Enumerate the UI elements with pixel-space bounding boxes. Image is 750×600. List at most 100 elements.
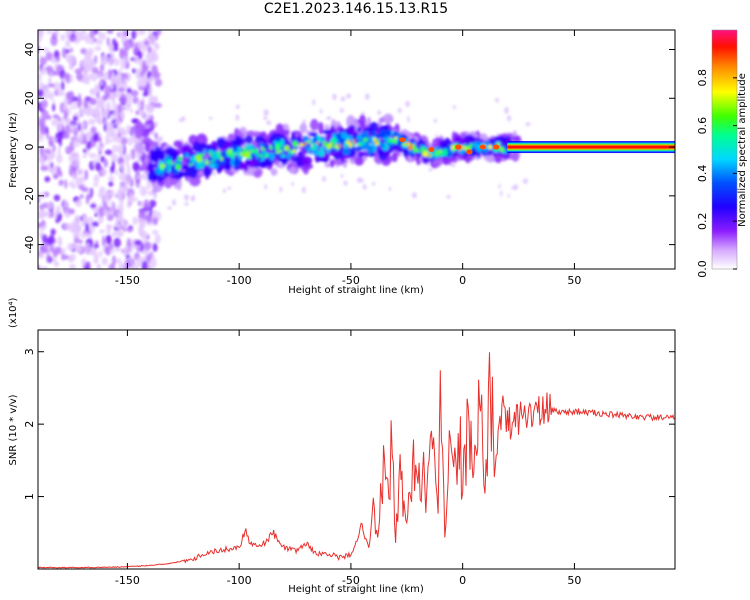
noise-blob bbox=[120, 112, 125, 120]
band-blob bbox=[402, 146, 410, 158]
band-blob bbox=[179, 170, 184, 178]
noise-blob bbox=[151, 257, 157, 269]
band-blob bbox=[329, 142, 332, 148]
x-tick-label: 50 bbox=[567, 274, 581, 287]
scatter-blob bbox=[506, 115, 512, 122]
noise-blob bbox=[86, 140, 92, 150]
noise-blob bbox=[106, 37, 110, 47]
noise-blob bbox=[49, 209, 55, 218]
noise-blob bbox=[104, 85, 111, 96]
noise-blob bbox=[145, 253, 152, 263]
noise-blob bbox=[101, 110, 109, 117]
noise-blob bbox=[110, 122, 114, 133]
noise-blob bbox=[52, 255, 57, 264]
band-blob bbox=[195, 154, 201, 161]
band-blob bbox=[233, 158, 241, 167]
noise-blob bbox=[64, 179, 68, 189]
scatter-blob bbox=[154, 121, 158, 128]
scatter-blob bbox=[361, 111, 365, 115]
band-blob bbox=[235, 151, 238, 156]
noise-blob bbox=[89, 187, 94, 197]
noise-blob bbox=[62, 77, 66, 82]
band-blob bbox=[235, 129, 242, 136]
noise-blob bbox=[148, 34, 157, 46]
band-blob bbox=[211, 140, 217, 148]
noise-blob bbox=[97, 190, 105, 199]
band-blob bbox=[357, 126, 362, 133]
band-blob bbox=[313, 137, 318, 143]
noise-blob bbox=[137, 40, 145, 50]
noise-blob bbox=[48, 234, 55, 245]
noise-blob bbox=[120, 218, 129, 229]
noise-blob bbox=[78, 239, 83, 244]
noise-blob bbox=[152, 217, 158, 226]
noise-blob bbox=[83, 98, 88, 109]
noise-blob bbox=[89, 30, 95, 39]
noise-blob bbox=[62, 132, 70, 139]
noise-blob bbox=[120, 127, 126, 136]
band-blob bbox=[168, 151, 179, 157]
noise-blob bbox=[130, 260, 135, 269]
y-tick-label: 0 bbox=[23, 144, 36, 151]
band-blob bbox=[229, 151, 236, 159]
noise-blob bbox=[38, 196, 41, 204]
noise-blob bbox=[57, 145, 61, 157]
scatter-blob bbox=[397, 107, 402, 114]
noise-blob bbox=[38, 155, 45, 163]
band-blob bbox=[286, 153, 291, 160]
band-blob bbox=[216, 137, 226, 149]
noise-blob bbox=[90, 126, 97, 135]
noise-blob bbox=[71, 184, 77, 189]
noise-blob bbox=[64, 119, 71, 124]
band-blob bbox=[310, 144, 313, 147]
band-blob bbox=[396, 141, 401, 147]
noise-blob bbox=[113, 109, 119, 118]
scatter-blob bbox=[264, 183, 268, 190]
noise-blob bbox=[132, 96, 139, 104]
noise-blob bbox=[81, 74, 89, 83]
band-blob bbox=[243, 164, 249, 172]
noise-blob bbox=[143, 199, 150, 210]
scatter-blob bbox=[172, 199, 177, 206]
hot-blob bbox=[466, 149, 473, 155]
noise-blob bbox=[126, 227, 133, 233]
noise-blob bbox=[89, 203, 97, 209]
band-blob bbox=[454, 135, 463, 145]
noise-blob bbox=[76, 73, 84, 81]
noise-blob bbox=[154, 102, 163, 108]
noise-blob bbox=[50, 35, 58, 47]
noise-blob bbox=[143, 241, 152, 251]
noise-blob bbox=[94, 46, 102, 52]
noise-blob bbox=[112, 144, 118, 153]
snr-multiplier-label: (x10⁴) bbox=[8, 297, 19, 328]
band-blob bbox=[371, 129, 376, 137]
band-blob bbox=[335, 133, 342, 140]
band-blob bbox=[210, 151, 213, 158]
noise-blob bbox=[123, 174, 131, 186]
noise-blob bbox=[137, 217, 144, 224]
scatter-blob bbox=[279, 186, 283, 193]
scatter-blob bbox=[266, 120, 272, 126]
band-blob bbox=[269, 152, 275, 161]
band-blob bbox=[362, 137, 369, 142]
band-blob bbox=[315, 142, 320, 145]
noise-blob bbox=[57, 124, 63, 132]
y-tick-label: 20 bbox=[23, 91, 36, 105]
band-blob bbox=[163, 174, 173, 189]
noise-blob bbox=[56, 154, 63, 164]
band-blob bbox=[288, 166, 297, 174]
scatter-blob bbox=[183, 194, 190, 201]
band-blob bbox=[149, 152, 160, 163]
noise-blob bbox=[84, 52, 89, 58]
band-blob bbox=[354, 146, 363, 152]
noise-blob bbox=[133, 49, 138, 55]
noise-blob bbox=[97, 154, 101, 160]
noise-blob bbox=[71, 155, 76, 163]
noise-blob bbox=[125, 245, 129, 251]
noise-blob bbox=[56, 205, 61, 215]
scatter-blob bbox=[364, 93, 370, 100]
noise-blob bbox=[105, 101, 112, 113]
noise-blob bbox=[63, 222, 72, 230]
spectrogram-image bbox=[38, 30, 675, 269]
band-blob bbox=[332, 142, 335, 149]
